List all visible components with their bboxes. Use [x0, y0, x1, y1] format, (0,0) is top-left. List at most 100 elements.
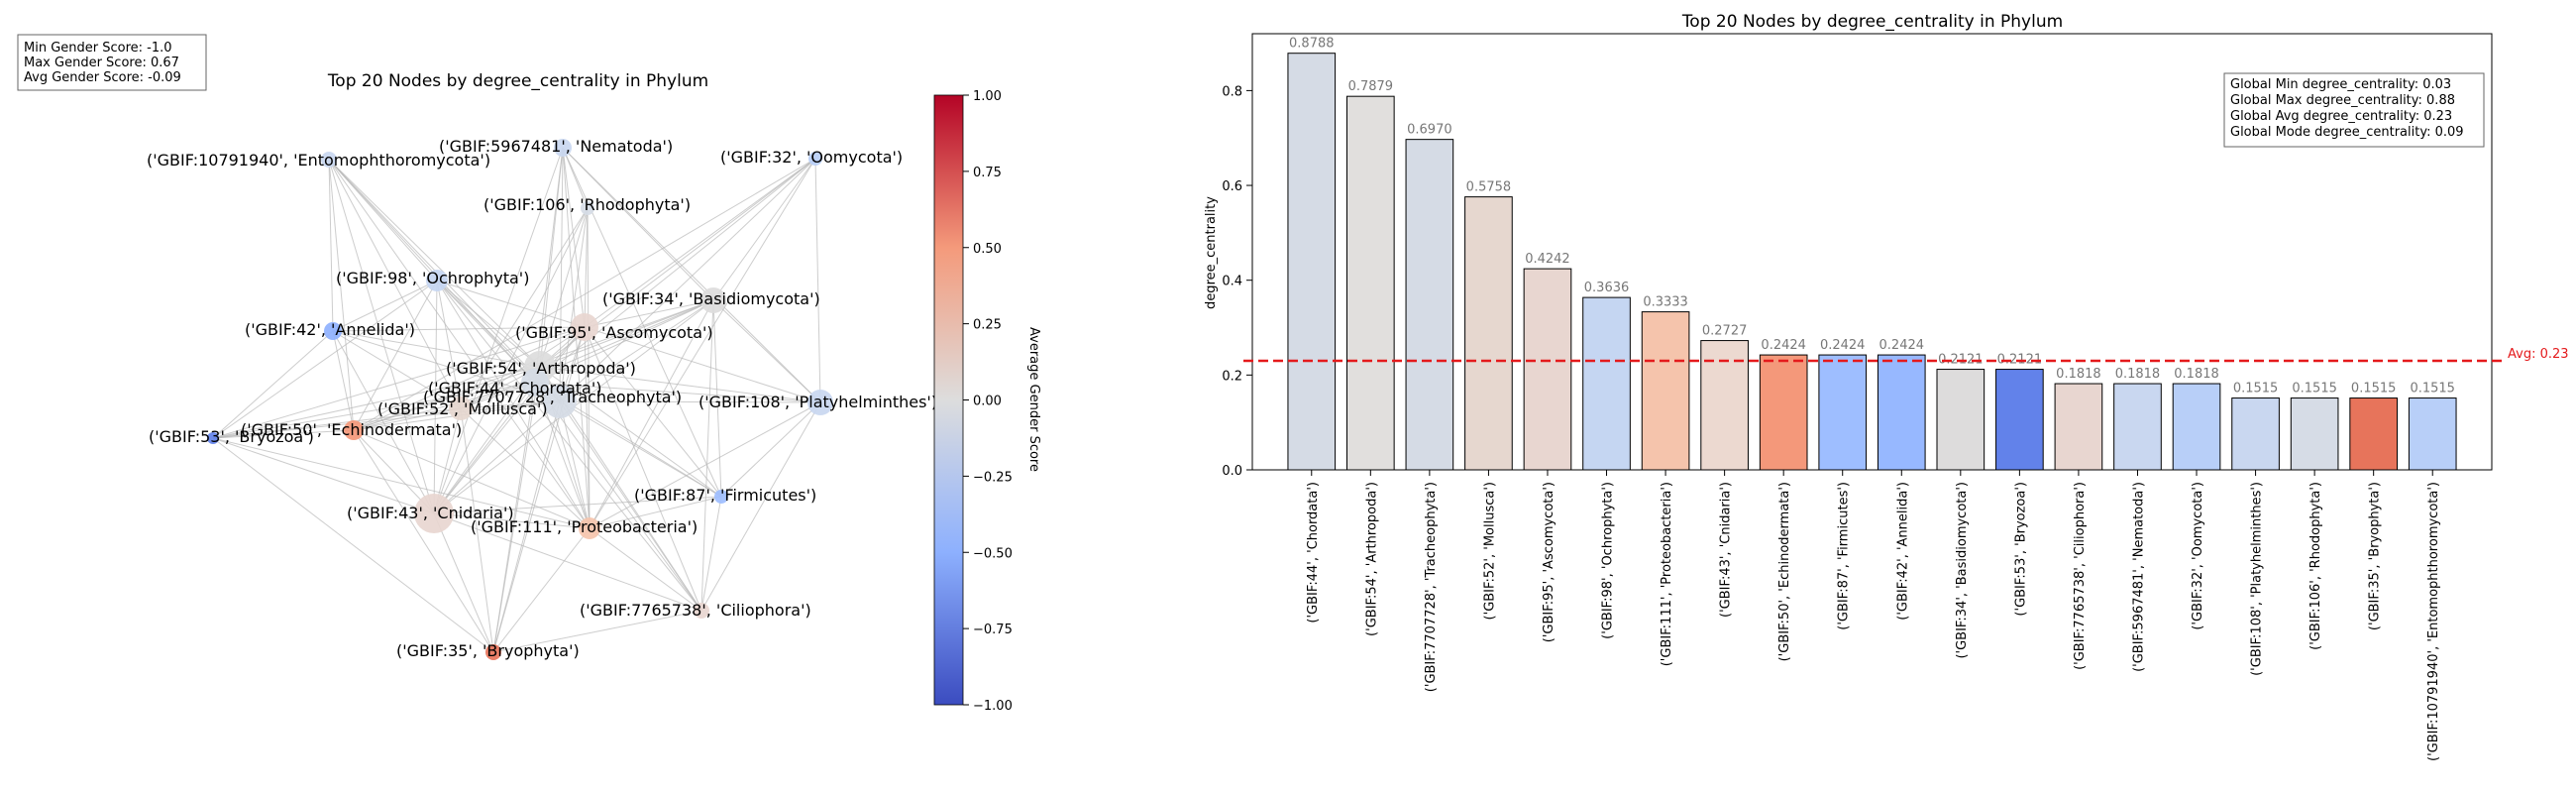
network-edge: [492, 527, 590, 653]
bar-chart-title: Top 20 Nodes by degree_centrality in Phy…: [1681, 12, 2063, 32]
network-node-label: ('GBIF:50', 'Echinodermata'): [241, 420, 462, 439]
network-node-label: ('GBIF:35', 'Bryophyta'): [396, 641, 580, 660]
colorbar-tick-label: 1.00: [973, 89, 1002, 104]
x-tick-label: ('GBIF:106', 'Rhodophyta'): [2308, 482, 2323, 650]
x-tick-label: ('GBIF:52', 'Mollusca'): [1482, 482, 1497, 620]
bar-value-label: 0.2424: [1879, 338, 1925, 353]
network-edge: [332, 330, 355, 431]
network-edge: [433, 512, 702, 612]
network-node: [714, 490, 728, 504]
y-tick-label: 0.8: [1222, 84, 1242, 99]
bar: [2231, 397, 2280, 471]
network-edge: [584, 158, 816, 328]
average-line-label: Avg: 0.23: [2508, 347, 2569, 362]
network-edge: [436, 280, 536, 384]
network-edge: [559, 400, 590, 529]
network-edge: [332, 330, 541, 368]
colorbar-ticks: 1.00 0.75 0.50 0.25 0.00 −0.25 −0.50 −0.75 −1.00: [963, 89, 1013, 714]
network-node-label: ('GBIF:53', 'Bryozoa'): [149, 427, 314, 446]
network-node-label: ('GBIF:108', 'Platyhelminthes'): [698, 393, 937, 411]
x-tick-label: ('GBIF:34', 'Basidiomycota'): [1955, 482, 1970, 659]
network-edge: [539, 207, 589, 368]
bar: [2172, 383, 2221, 471]
bar-value-label: 0.1515: [2410, 382, 2455, 396]
bar-stats-box: Global Min degree_centrality: 0.03 Globa…: [2223, 72, 2485, 148]
network-node: [449, 396, 473, 420]
network-edge: [587, 207, 590, 529]
network-edge: [353, 158, 816, 431]
network-node-label: ('GBIF:54', 'Arthropoda'): [446, 359, 636, 378]
bar: [1641, 311, 1690, 471]
bar-value-label: 0.3333: [1643, 295, 1688, 310]
network-edge: [534, 299, 714, 384]
network-edge: [589, 496, 722, 529]
network-node: [344, 420, 364, 440]
network-edge: [353, 407, 462, 431]
colorbar-tick-label: 0.75: [973, 166, 1002, 180]
network-edge: [328, 159, 334, 332]
network-edge: [700, 496, 722, 612]
network-node: [579, 517, 600, 539]
network-node-label: ('GBIF:34', 'Basidiomycota'): [602, 289, 820, 308]
colorbar-tick-label: −1.00: [973, 699, 1013, 714]
bar: [2290, 397, 2339, 471]
bar-value-label: 0.7879: [1348, 79, 1394, 94]
network-edge: [559, 400, 821, 403]
bar-stat-avg: Global Avg degree_centrality: 0.23: [2230, 109, 2452, 124]
colorbar-tick-label: 0.00: [973, 395, 1002, 409]
network-edge: [534, 158, 816, 384]
network-edge: [712, 158, 816, 301]
network-edge: [328, 159, 541, 368]
bar-value-label: 0.1818: [2174, 367, 2219, 382]
network-edge: [332, 330, 561, 402]
bar: [2349, 397, 2398, 471]
bar: [1405, 139, 1454, 471]
bar: [2113, 383, 2162, 471]
network-edge: [436, 280, 702, 612]
x-tick-label: ('GBIF:87', 'Firmicutes'): [1837, 482, 1852, 630]
network-title: Top 20 Nodes by degree_centrality in Phy…: [327, 71, 708, 91]
y-tick-label: 0.0: [1222, 464, 1242, 479]
bar: [1523, 268, 1572, 471]
network-edge: [332, 280, 438, 332]
colorbar-tick-label: −0.50: [973, 546, 1013, 561]
network-edge: [353, 326, 586, 431]
network-edge: [539, 299, 714, 368]
network-node: [414, 494, 454, 533]
colorbar: 1.00 0.75 0.50 0.25 0.00 −0.25 −0.50 −0.75 −1.00…: [933, 89, 1041, 714]
network-edge: [353, 429, 590, 529]
network-node-label: ('GBIF:95', 'Ascomycota'): [515, 323, 713, 342]
colorbar-tick-label: −0.75: [973, 623, 1013, 637]
network-stat-max: Max Gender Score: 0.67: [24, 56, 179, 70]
x-tick-label: ('GBIF:98', 'Ochrophyta'): [1601, 482, 1616, 639]
network-edge: [534, 382, 821, 403]
network-edge: [328, 159, 355, 431]
network-node-label: ('GBIF:44', 'Chordata'): [428, 379, 602, 397]
network-edge: [584, 207, 589, 328]
network-edge: [433, 496, 722, 514]
network-node-label: ('GBIF:52', 'Mollusca'): [377, 399, 548, 418]
network-edge: [433, 207, 589, 514]
network-edge: [436, 280, 541, 368]
network-edge: [212, 437, 590, 529]
network-edge: [328, 159, 590, 529]
bar-stat-mode: Global Mode degree_centrality: 0.09: [2230, 125, 2464, 140]
network-stats-box: Min Gender Score: -1.0 Max Gender Score:…: [17, 34, 207, 91]
network-edge: [584, 326, 702, 612]
network-edge: [460, 407, 590, 529]
network-stat-min: Min Gender Score: -1.0: [24, 41, 172, 56]
network-edge: [559, 158, 816, 402]
network-edge: [433, 366, 541, 514]
bar-value-label: 0.3636: [1584, 281, 1630, 295]
bar: [2054, 383, 2103, 471]
bars: [1287, 53, 2457, 471]
network-edge: [433, 400, 561, 514]
x-tick-label: ('GBIF:111', 'Proteobacteria'): [1660, 482, 1674, 666]
network-node: [543, 385, 577, 418]
network-edge: [700, 401, 821, 612]
bar-stat-max: Global Max degree_centrality: 0.88: [2230, 93, 2455, 108]
network-node: [694, 603, 709, 619]
colorbar-label: Average Gender Score: [1026, 327, 1041, 472]
bar-value-label: 0.1515: [2233, 382, 2279, 396]
